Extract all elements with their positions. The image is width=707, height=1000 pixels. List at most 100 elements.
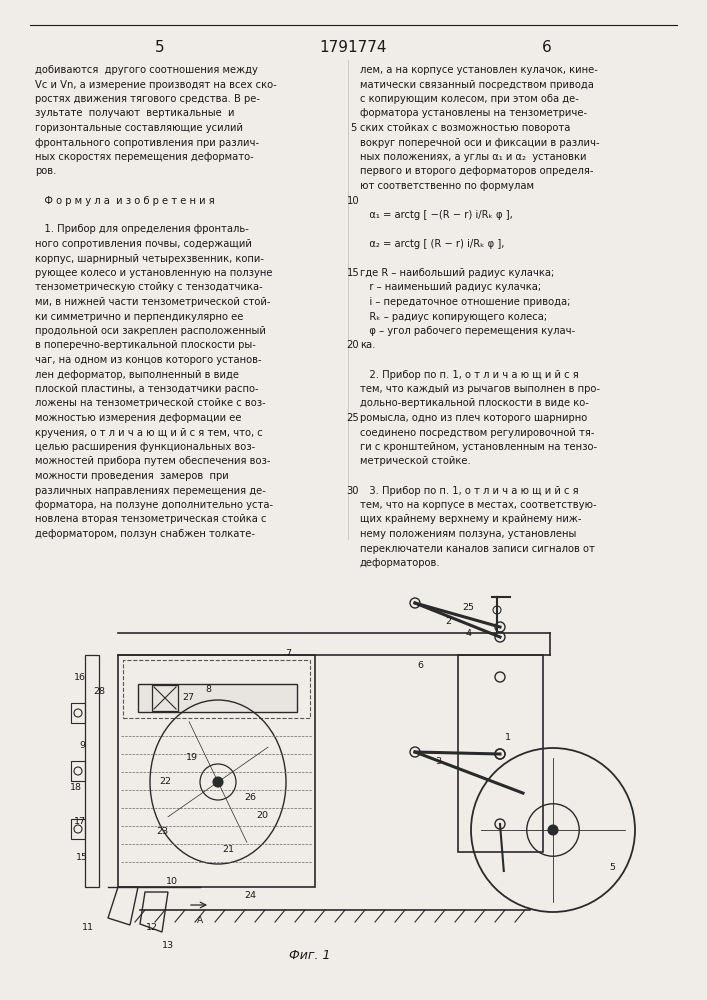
Text: горизонтальные составляющие усилий: горизонтальные составляющие усилий: [35, 123, 243, 133]
Text: деформаторов.: деформаторов.: [360, 558, 440, 568]
Text: α₁ = arctg [ −(R − r) i/Rₖ φ ],: α₁ = arctg [ −(R − r) i/Rₖ φ ],: [360, 210, 513, 220]
Text: А: А: [197, 916, 203, 925]
Bar: [123, 660, 310, 718]
Circle shape: [213, 777, 223, 787]
Text: 15: 15: [76, 852, 88, 861]
Text: 22: 22: [159, 778, 171, 786]
Text: α₂ = arctg [ (R − r) i/Rₖ φ ],: α₂ = arctg [ (R − r) i/Rₖ φ ],: [360, 239, 504, 249]
Bar: [138, 684, 297, 712]
Text: r – наименьший радиус кулачка;: r – наименьший радиус кулачка;: [360, 282, 541, 292]
Text: 19: 19: [186, 752, 198, 762]
Text: 25: 25: [462, 603, 474, 612]
Text: целью расширения функциональных воз-: целью расширения функциональных воз-: [35, 442, 255, 452]
Text: 9: 9: [79, 740, 85, 750]
Bar: [71, 761, 85, 781]
Text: плоской пластины, а тензодатчики распо-: плоской пластины, а тензодатчики распо-: [35, 384, 259, 394]
Text: ных скоростях перемещения деформато-: ных скоростях перемещения деформато-: [35, 152, 254, 162]
Text: 13: 13: [162, 940, 174, 950]
Text: 8: 8: [205, 686, 211, 694]
Text: φ – угол рабочего перемещения кулач-: φ – угол рабочего перемещения кулач-: [360, 326, 575, 336]
Text: 28: 28: [93, 688, 105, 696]
Text: 5: 5: [350, 123, 356, 133]
Text: ка.: ка.: [360, 340, 375, 351]
Text: нему положениям ползуна, установлены: нему положениям ползуна, установлены: [360, 529, 576, 539]
Text: 21: 21: [222, 846, 234, 854]
Text: 20: 20: [256, 810, 268, 820]
Text: тем, что на корпусе в местах, соответствую-: тем, что на корпусе в местах, соответств…: [360, 500, 597, 510]
Text: Rₖ – радиус копирующего колеса;: Rₖ – радиус копирующего колеса;: [360, 312, 547, 322]
Text: рующее колесо и установленную на ползуне: рующее колесо и установленную на ползуне: [35, 268, 272, 278]
Text: ложены на тензометрической стойке с воз-: ложены на тензометрической стойке с воз-: [35, 398, 266, 408]
Text: лен деформатор, выполненный в виде: лен деформатор, выполненный в виде: [35, 369, 239, 379]
Text: форматора, на ползуне дополнительно уста-: форматора, на ползуне дополнительно уста…: [35, 500, 273, 510]
Text: деформатором, ползун снабжен толкате-: деформатором, ползун снабжен толкате-: [35, 529, 255, 539]
Text: вокруг поперечной оси и фиксации в различ-: вокруг поперечной оси и фиксации в разли…: [360, 137, 600, 147]
Text: 2. Прибор по п. 1, о т л и ч а ю щ и й с я: 2. Прибор по п. 1, о т л и ч а ю щ и й с…: [360, 369, 579, 379]
Text: корпус, шарнирный четырехзвенник, копи-: корпус, шарнирный четырехзвенник, копи-: [35, 253, 264, 263]
Text: 25: 25: [346, 413, 359, 423]
Text: в поперечно-вертикальной плоскости ры-: в поперечно-вертикальной плоскости ры-: [35, 340, 256, 351]
Bar: [118, 655, 315, 887]
Bar: [85, 655, 99, 887]
Text: 6: 6: [542, 40, 552, 55]
Text: 3. Прибор по п. 1, о т л и ч а ю щ и й с я: 3. Прибор по п. 1, о т л и ч а ю щ и й с…: [360, 486, 578, 495]
Text: метрической стойке.: метрической стойке.: [360, 456, 471, 466]
Text: 15: 15: [346, 268, 359, 278]
Text: ских стойках с возможностью поворота: ских стойках с возможностью поворота: [360, 123, 571, 133]
Text: первого и второго деформаторов определя-: первого и второго деформаторов определя-: [360, 166, 593, 176]
Text: ного сопротивления почвы, содержащий: ного сопротивления почвы, содержащий: [35, 239, 252, 249]
Text: различных направлениях перемещения де-: различных направлениях перемещения де-: [35, 486, 266, 495]
Text: 16: 16: [74, 674, 86, 682]
Text: ных положениях, а углы α₁ и α₂  установки: ных положениях, а углы α₁ и α₂ установки: [360, 152, 587, 162]
Text: 4: 4: [465, 629, 471, 638]
Text: 17: 17: [74, 818, 86, 826]
Bar: [152, 685, 178, 711]
Text: кручения, о т л и ч а ю щ и й с я тем, что, с: кручения, о т л и ч а ю щ и й с я тем, ч…: [35, 428, 263, 438]
Text: ки симметрично и перпендикулярно ее: ки симметрично и перпендикулярно ее: [35, 312, 243, 322]
Text: 30: 30: [346, 486, 359, 495]
Text: i – передаточное отношение привода;: i – передаточное отношение привода;: [360, 297, 571, 307]
Text: ги с кронштейном, установленным на тензо-: ги с кронштейном, установленным на тензо…: [360, 442, 597, 452]
Circle shape: [548, 825, 558, 835]
Text: 5: 5: [156, 40, 165, 55]
Text: ми, в нижней части тензометрической стой-: ми, в нижней части тензометрической стой…: [35, 297, 271, 307]
Text: 1. Прибор для определения фронталь-: 1. Прибор для определения фронталь-: [35, 225, 249, 234]
Text: 20: 20: [346, 340, 359, 351]
Text: можностей прибора путем обеспечения воз-: можностей прибора путем обеспечения воз-: [35, 456, 271, 466]
Text: новлена вторая тензометрическая стойка с: новлена вторая тензометрическая стойка с: [35, 514, 267, 524]
Text: переключатели каналов записи сигналов от: переключатели каналов записи сигналов от: [360, 544, 595, 554]
Text: 10: 10: [346, 196, 359, 206]
Text: щих крайнему верхнему и крайнему ниж-: щих крайнему верхнему и крайнему ниж-: [360, 514, 581, 524]
Text: продольной оси закреплен расположенный: продольной оси закреплен расположенный: [35, 326, 266, 336]
Text: можности проведения  замеров  при: можности проведения замеров при: [35, 471, 229, 481]
Text: 11: 11: [82, 924, 94, 932]
Text: 27: 27: [182, 694, 194, 702]
Text: ров.: ров.: [35, 166, 57, 176]
Text: 18: 18: [70, 782, 82, 792]
Bar: [458, 655, 543, 852]
Text: тем, что каждый из рычагов выполнен в про-: тем, что каждый из рычагов выполнен в пр…: [360, 384, 600, 394]
Text: где R – наибольший радиус кулачка;: где R – наибольший радиус кулачка;: [360, 268, 554, 278]
Bar: [71, 819, 85, 839]
Text: можностью измерения деформации ее: можностью измерения деформации ее: [35, 413, 242, 423]
Text: 2: 2: [445, 617, 451, 626]
Text: зультате  получают  вертикальные  и: зультате получают вертикальные и: [35, 108, 235, 118]
Text: дольно-вертикальной плоскости в виде ко-: дольно-вертикальной плоскости в виде ко-: [360, 398, 589, 408]
Text: тензометрическую стойку с тензодатчика-: тензометрическую стойку с тензодатчика-: [35, 282, 263, 292]
Text: соединено посредством регулировочной тя-: соединено посредством регулировочной тя-: [360, 428, 595, 438]
Text: ют соответственно по формулам: ют соответственно по формулам: [360, 181, 534, 191]
Text: добиваются  другого соотношения между: добиваются другого соотношения между: [35, 65, 258, 75]
Text: 7: 7: [285, 648, 291, 658]
Text: 3: 3: [435, 758, 441, 766]
Text: Фиг. 1: Фиг. 1: [289, 949, 331, 962]
Text: матически связанный посредством привода: матически связанный посредством привода: [360, 80, 594, 90]
Text: фронтального сопротивления при различ-: фронтального сопротивления при различ-: [35, 137, 259, 147]
Text: ростях движения тягового средства. В ре-: ростях движения тягового средства. В ре-: [35, 94, 260, 104]
Text: форматора установлены на тензометриче-: форматора установлены на тензометриче-: [360, 108, 587, 118]
Text: 6: 6: [417, 660, 423, 670]
Text: с копирующим колесом, при этом оба де-: с копирующим колесом, при этом оба де-: [360, 94, 579, 104]
Text: 26: 26: [244, 794, 256, 802]
Text: 1791774: 1791774: [320, 40, 387, 55]
Text: 10: 10: [166, 878, 178, 886]
Text: 24: 24: [244, 892, 256, 900]
